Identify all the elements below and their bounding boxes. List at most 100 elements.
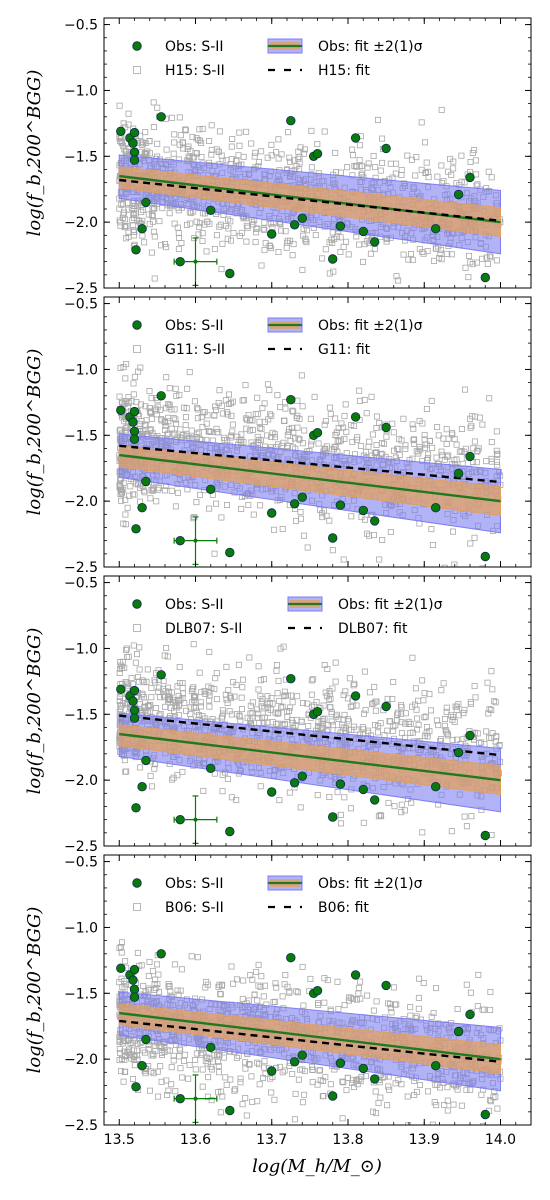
sim-point [155,485,162,492]
sim-point [245,411,252,418]
sim-point [197,220,204,227]
sim-point [428,397,435,404]
sim-point [373,441,380,448]
obs-point [141,476,151,487]
sim-point [191,398,198,405]
sim-point [121,978,128,985]
sim-point [297,144,304,151]
sim-point [299,963,306,970]
sim-point [489,730,496,737]
sim-point [486,706,493,713]
sim-point [128,1055,135,1062]
sim-point [150,99,157,106]
sim-point [286,1062,293,1069]
sim-point [392,1080,399,1087]
sim-point [238,706,245,713]
sim-point [151,677,158,684]
sim-point [211,412,218,419]
sim-point [145,973,152,980]
sim-point [158,1049,165,1056]
sim-point [379,135,386,142]
sim-point [265,416,272,423]
sim-point [485,710,492,717]
sim-point [254,1098,261,1105]
sim-point [376,556,383,563]
sim-point [217,991,224,998]
sim-point [447,712,454,719]
sim-point [282,692,289,699]
sim-point [179,1074,186,1081]
sim-point [166,983,173,990]
sim-point [172,1088,179,1095]
sim-point [460,736,467,743]
sim-point [362,707,369,714]
sim-point [261,247,268,254]
sim-point [444,1107,451,1114]
sim-point [332,149,339,156]
sim-point [448,251,455,258]
sim-point [346,675,353,682]
sim-point [460,710,467,717]
sim-point [179,139,186,146]
sim-point [435,432,442,439]
sim-point [197,1051,204,1058]
obs-point [480,1109,491,1120]
sim-point [119,414,126,421]
obs-point [358,226,369,237]
obs-point [289,1057,300,1067]
obs-point [480,830,491,841]
panel-dlb07: −0.5−1.0−1.5−2.0−2.5log(f_b,200^BGG)Obs:… [24,575,532,855]
sim-point [343,1087,350,1094]
sim-point [134,949,141,956]
sim-point [337,811,344,818]
sim-point [154,1068,161,1075]
sim-point [125,206,132,213]
sim-point [280,643,287,650]
sim-point [334,978,341,985]
sim-point [360,819,367,826]
sim-point [479,255,486,262]
sim-point [125,110,132,117]
obs-point [431,223,441,234]
sim-point [421,732,428,739]
sim-point [418,119,425,126]
sim-point [349,146,356,153]
sim-point [365,532,372,539]
sim-point [116,1037,123,1044]
sim-point [438,448,445,455]
sim-point [386,1086,393,1093]
sim-point [193,218,200,225]
legend-label: H15: fit [318,63,370,79]
sim-point [379,159,386,166]
sim-point [208,122,215,129]
sim-point [200,787,207,794]
sim-point [230,679,237,686]
sim-point [131,491,138,498]
legend-label: Obs: fit ±2(1)σ [338,597,443,613]
sim-point [247,972,254,979]
sim-point [405,718,412,725]
obs-point [297,213,308,223]
sim-point [356,156,363,163]
sim-point [272,980,279,987]
sim-point [139,677,146,684]
sim-point [316,1067,323,1074]
sim-point [125,653,132,660]
sim-point [249,976,256,983]
sim-point [160,692,167,699]
sim-point [163,645,170,652]
sim-point [285,129,292,136]
sim-point [281,720,288,727]
sim-point [139,217,146,224]
sim-point [254,1059,261,1066]
sim-point [299,232,306,239]
sim-point [135,678,142,685]
sim-point [301,427,308,434]
sim-point [297,515,304,522]
obs-point [137,503,147,513]
sim-point [420,697,427,704]
obs-point [358,505,369,516]
sim-point [298,717,305,724]
sim-point [188,953,195,960]
obs-point [137,1060,147,1071]
